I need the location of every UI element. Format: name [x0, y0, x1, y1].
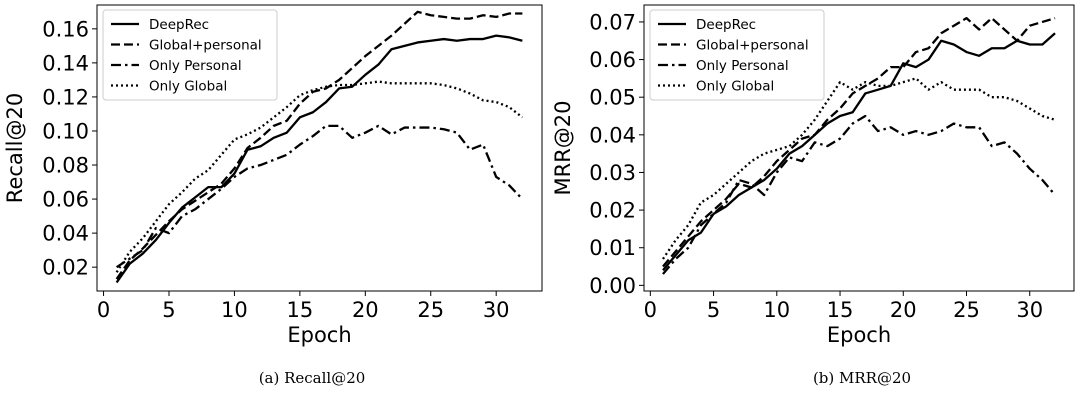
y-tick-label: 0.04 — [42, 222, 89, 246]
x-tick-label: 5 — [162, 298, 175, 322]
x-axis-title: Epoch — [827, 323, 891, 347]
y-tick-label: 0.02 — [589, 199, 636, 223]
y-tick-label: 0.00 — [589, 274, 636, 298]
x-tick-label: 20 — [890, 298, 917, 322]
series-line-global-personal — [115, 10, 523, 280]
x-tick-label: 15 — [827, 298, 854, 322]
y-tick-label: 0.03 — [589, 161, 636, 185]
x-tick-label: 10 — [221, 298, 248, 322]
legend-label: Only Personal — [149, 58, 242, 74]
legend-label: Global+personal — [696, 38, 809, 54]
y-tick-label: 0.02 — [42, 256, 89, 280]
series-line-deeprec — [115, 34, 523, 284]
series-line-only-global — [115, 80, 524, 273]
plot-frame — [96, 4, 543, 292]
y-tick-label: 0.06 — [589, 48, 636, 72]
y-tick-label: 0.06 — [42, 188, 89, 212]
x-tick-label: 15 — [287, 298, 314, 322]
series-line-only-global — [662, 77, 1056, 260]
x-tick-label: 0 — [97, 298, 110, 322]
y-tick-label: 0.01 — [589, 236, 636, 260]
legend-label: DeepRec — [696, 17, 756, 33]
y-tick-label: 0.08 — [42, 154, 89, 178]
legend-box — [102, 9, 278, 101]
series-line-deeprec — [662, 32, 1056, 272]
series-line-only-personal — [662, 114, 1056, 275]
legend-label: Global+personal — [149, 38, 262, 54]
y-tick-label: 0.16 — [42, 17, 89, 41]
x-tick-label: 25 — [417, 298, 444, 322]
x-tick-label: 30 — [483, 298, 510, 322]
x-tick-label: 5 — [707, 298, 720, 322]
y-axis-title: Recall@20 — [3, 93, 27, 203]
x-axis-title: Epoch — [287, 323, 351, 347]
legend-label: DeepRec — [149, 17, 209, 33]
chart-panel-a: 0 5 10 15 20 25 30 0.02 0.04 0.06 0.08 0.10 0.12 0.14… — [3, 4, 543, 387]
y-tick-label: 0.05 — [589, 86, 636, 110]
chart-panel-b: 0 5 10 15 20 25 30 0.00 0.01 0.02 0.03 0.04 0.05 0.06… — [551, 4, 1075, 387]
legend-label: Only Personal — [696, 58, 789, 74]
x-tick-label: 25 — [953, 298, 980, 322]
x-tick-label: 0 — [644, 298, 657, 322]
plot-frame — [643, 4, 1075, 292]
x-tick-label: 20 — [352, 298, 379, 322]
legend-box — [649, 9, 825, 101]
y-tick-label: 0.14 — [42, 51, 89, 75]
series-line-global-personal — [662, 17, 1056, 268]
series-line-only-personal — [116, 124, 524, 269]
y-tick-label: 0.07 — [589, 10, 636, 34]
figure-caption: (b) MRR@20 — [813, 369, 911, 387]
figure-caption: (a) Recall@20 — [259, 369, 366, 387]
legend-label: Only Global — [149, 79, 227, 95]
y-tick-label: 0.10 — [42, 119, 89, 143]
legend-label: Only Global — [696, 79, 774, 95]
y-tick-label: 0.12 — [42, 85, 89, 109]
x-tick-label: 10 — [763, 298, 790, 322]
y-tick-label: 0.04 — [589, 123, 636, 147]
x-tick-label: 30 — [1016, 298, 1043, 322]
y-axis-title: MRR@20 — [551, 100, 575, 195]
